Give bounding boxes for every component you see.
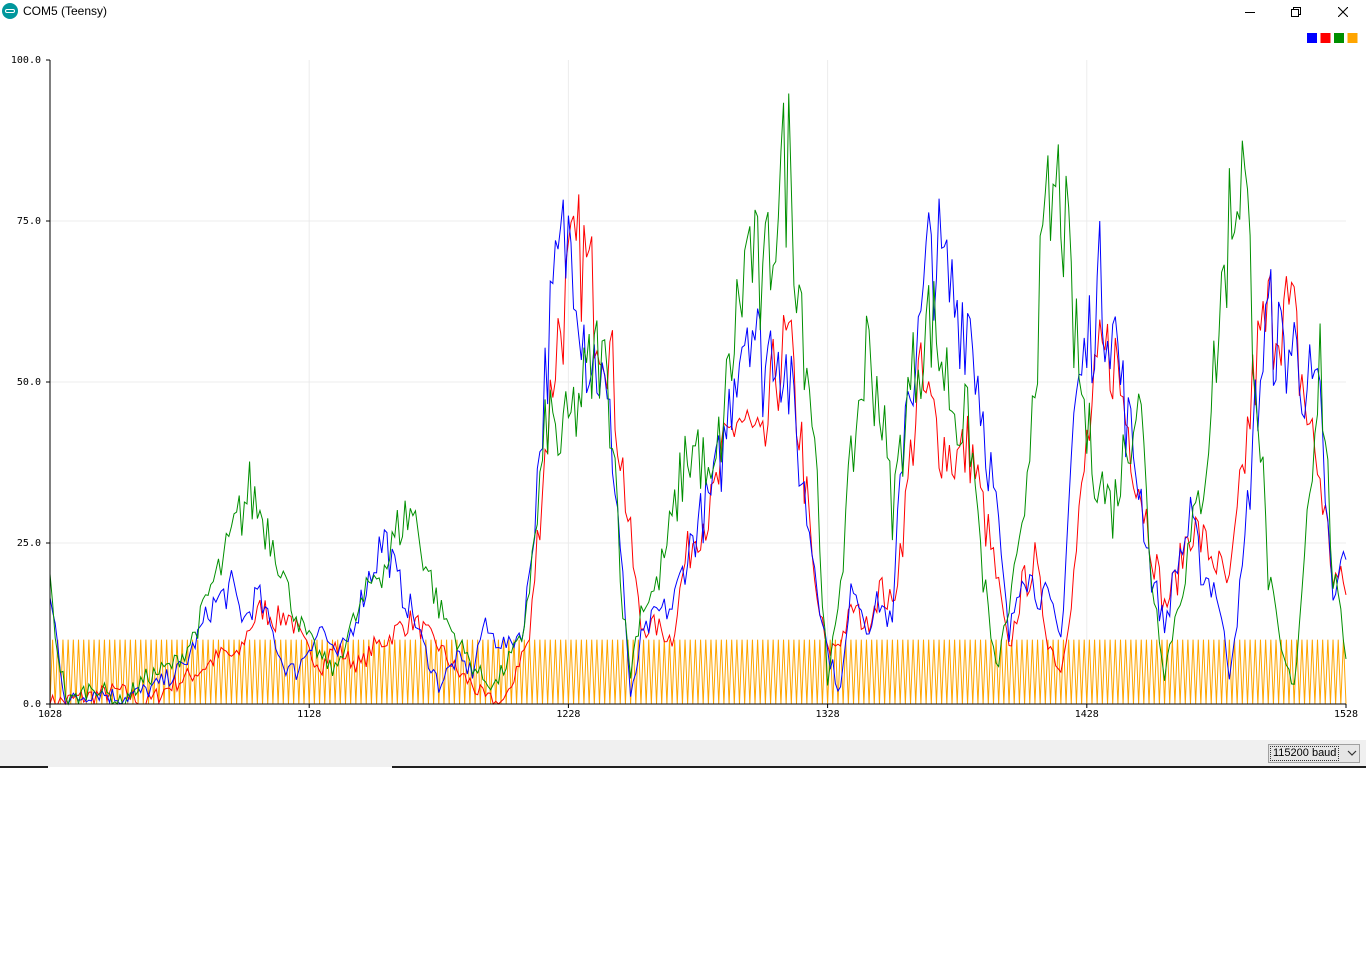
close-button[interactable] — [1320, 0, 1366, 24]
x-tick-label: 1228 — [556, 709, 580, 720]
series-lines — [49, 93, 1347, 706]
legend — [1307, 33, 1358, 43]
x-tick-label: 1428 — [1075, 709, 1099, 720]
baud-rate-select[interactable]: 115200 baud — [1268, 744, 1360, 763]
separator-line-left — [0, 766, 48, 768]
grid-lines — [50, 60, 1346, 704]
series-line-2 — [49, 93, 1347, 706]
legend-swatch-1 — [1320, 33, 1331, 43]
series-line-0 — [49, 198, 1347, 705]
restore-icon — [1291, 7, 1301, 17]
window-title: COM5 (Teensy) — [23, 4, 108, 18]
restore-button[interactable] — [1273, 0, 1319, 24]
x-tick-label: 1328 — [816, 709, 840, 720]
y-tick-label: 25.0 — [17, 538, 41, 549]
close-icon — [1338, 7, 1348, 17]
y-tick-label: 50.0 — [17, 377, 41, 388]
x-tick-label: 1128 — [297, 709, 321, 720]
y-tick-label: 0.0 — [23, 699, 41, 710]
legend-swatch-2 — [1334, 33, 1344, 43]
legend-swatch-3 — [1347, 33, 1358, 43]
separator-line-right — [392, 766, 1366, 768]
x-tick-label: 1528 — [1334, 709, 1358, 720]
legend-swatch-0 — [1307, 33, 1317, 43]
empty-area — [0, 768, 1366, 965]
baud-rate-value: 115200 baud — [1270, 746, 1340, 761]
minimize-button[interactable] — [1227, 0, 1273, 24]
serial-plotter: 100.0 75.0 50.0 25.0 0.0 1028 1128 1228 1328 1428… — [0, 24, 1366, 740]
series-line-3 — [49, 639, 1347, 705]
series-line-1 — [49, 194, 1347, 706]
bottom-toolbar: 115200 baud — [0, 740, 1366, 767]
arduino-icon — [2, 3, 18, 19]
chevron-down-icon — [1347, 750, 1357, 756]
y-tick-label: 75.0 — [17, 216, 41, 227]
y-tick-label: 100.0 — [11, 55, 41, 66]
minimize-icon — [1245, 12, 1255, 13]
title-bar: COM5 (Teensy) — [0, 0, 1366, 24]
x-tick-label: 1028 — [38, 709, 62, 720]
